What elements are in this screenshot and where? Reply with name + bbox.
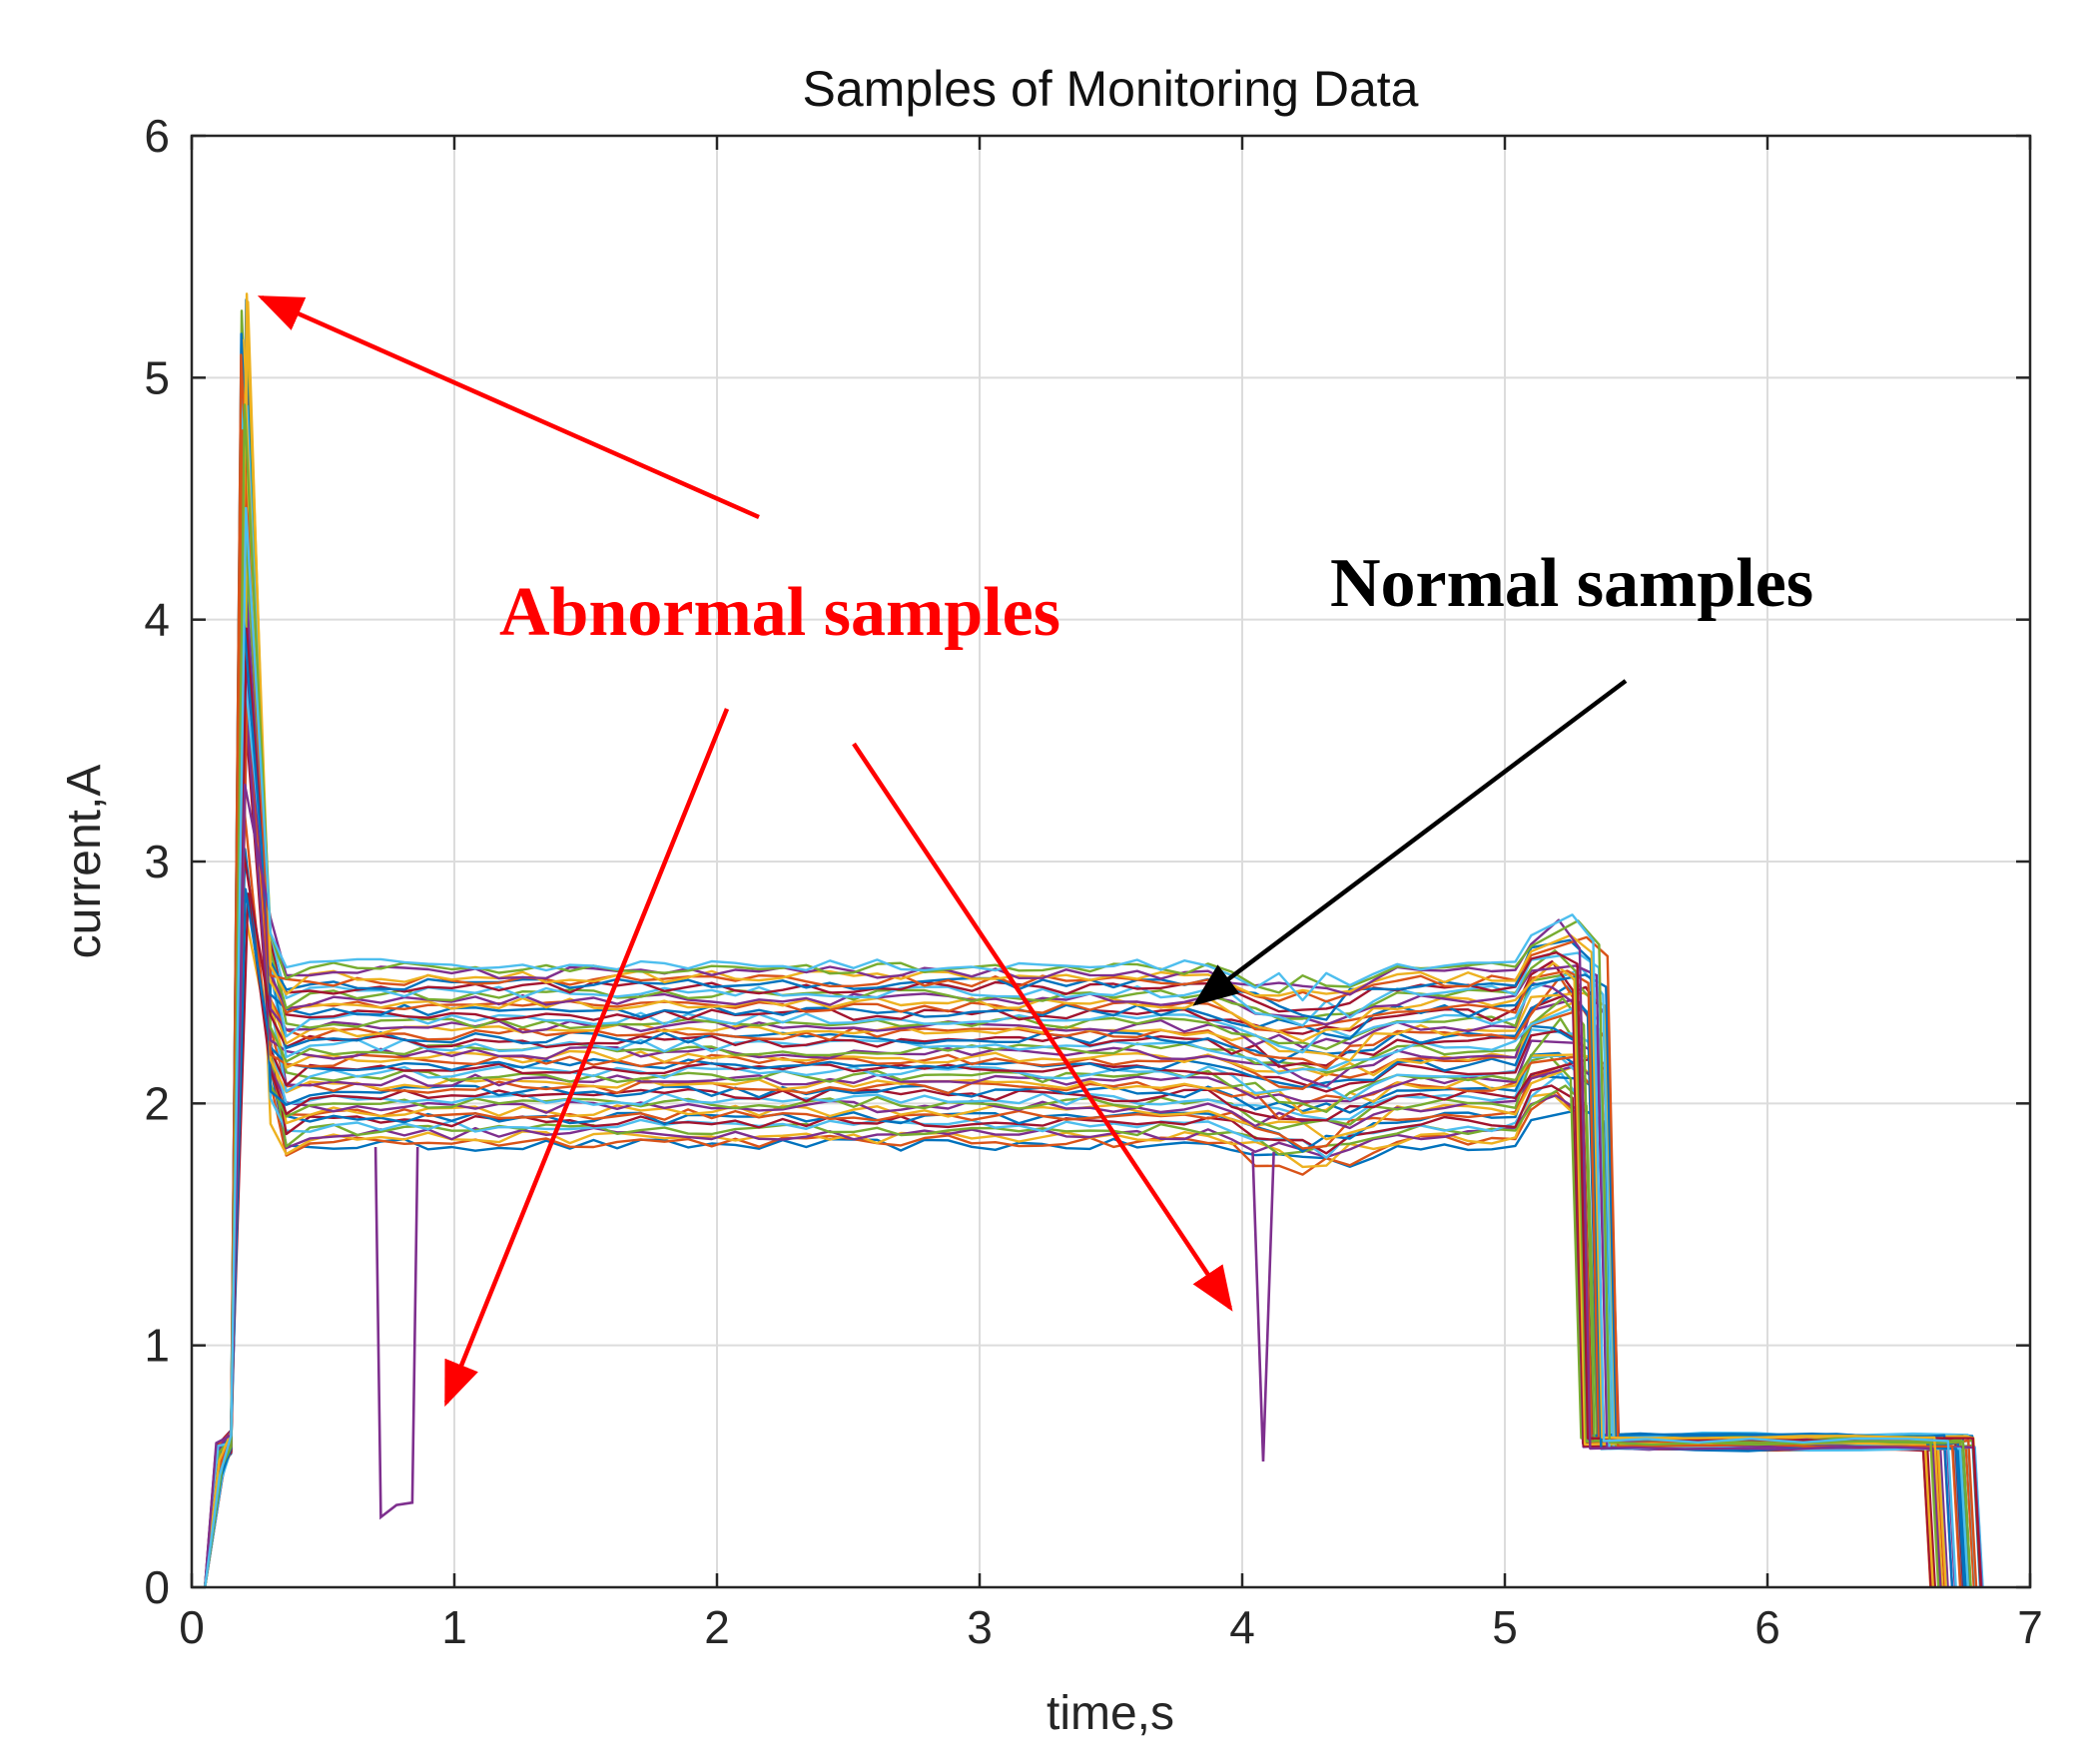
y-tick-label: 6 <box>144 110 170 162</box>
series-line <box>204 627 1982 1588</box>
series-line <box>204 654 1936 1588</box>
series-line <box>204 544 1967 1588</box>
arrow-to-dip-2 <box>852 742 1233 1312</box>
y-axis-title: current,A <box>58 765 111 959</box>
annotation-normal: Normal samples <box>1330 545 1813 622</box>
y-tick-label: 1 <box>144 1320 170 1372</box>
series-line <box>204 684 1946 1588</box>
series-group <box>204 292 1984 1588</box>
series-line <box>204 810 1932 1588</box>
series-line <box>204 404 1948 1588</box>
series-line <box>204 652 1969 1588</box>
y-tick-label: 5 <box>144 351 170 403</box>
y-tick-label: 3 <box>144 836 170 887</box>
x-tick-label: 6 <box>1754 1601 1780 1653</box>
y-tick-label: 2 <box>144 1077 170 1129</box>
series-line <box>204 408 1977 1588</box>
abnormal-dip-line <box>1251 1151 1275 1462</box>
series-line <box>204 448 1934 1588</box>
x-tick-label: 4 <box>1229 1601 1255 1653</box>
x-tick-label: 0 <box>179 1601 205 1653</box>
annotation-abnormal: Abnormal samples <box>499 574 1060 651</box>
series-line <box>204 467 1934 1588</box>
series-line <box>204 353 1978 1588</box>
x-tick-label: 7 <box>2017 1601 2043 1653</box>
series-line <box>204 713 1965 1588</box>
x-tick-label: 5 <box>1492 1601 1518 1653</box>
arrow-to-normal <box>1192 679 1628 1006</box>
arrow-to-dip-1 <box>443 708 730 1408</box>
chart-title: Samples of Monitoring Data <box>803 61 1419 117</box>
arrow-to-peak <box>257 294 760 520</box>
series-line <box>204 292 1944 1588</box>
series-line <box>204 387 1984 1588</box>
series-line <box>204 346 1965 1588</box>
series-line <box>204 506 1957 1588</box>
series-line <box>204 403 1940 1588</box>
x-tick-label: 3 <box>967 1601 993 1653</box>
axis-ticks: 0 1 2 3 4 5 6 7 0 1 2 3 4 5 6 <box>144 110 2042 1653</box>
series-line <box>204 601 1932 1588</box>
y-tick-label: 4 <box>144 594 170 646</box>
series-line <box>204 651 1954 1588</box>
series-line <box>204 892 1948 1588</box>
x-tick-label: 2 <box>704 1601 730 1653</box>
series-line <box>204 479 1940 1588</box>
x-axis-title: time,s <box>1047 1687 1174 1740</box>
abnormal-dip-line <box>373 1146 419 1520</box>
y-tick-label: 0 <box>144 1561 170 1613</box>
x-tick-label: 1 <box>441 1601 467 1653</box>
series-line <box>204 848 1934 1588</box>
series-line <box>204 887 1972 1588</box>
series-line <box>204 338 1947 1588</box>
